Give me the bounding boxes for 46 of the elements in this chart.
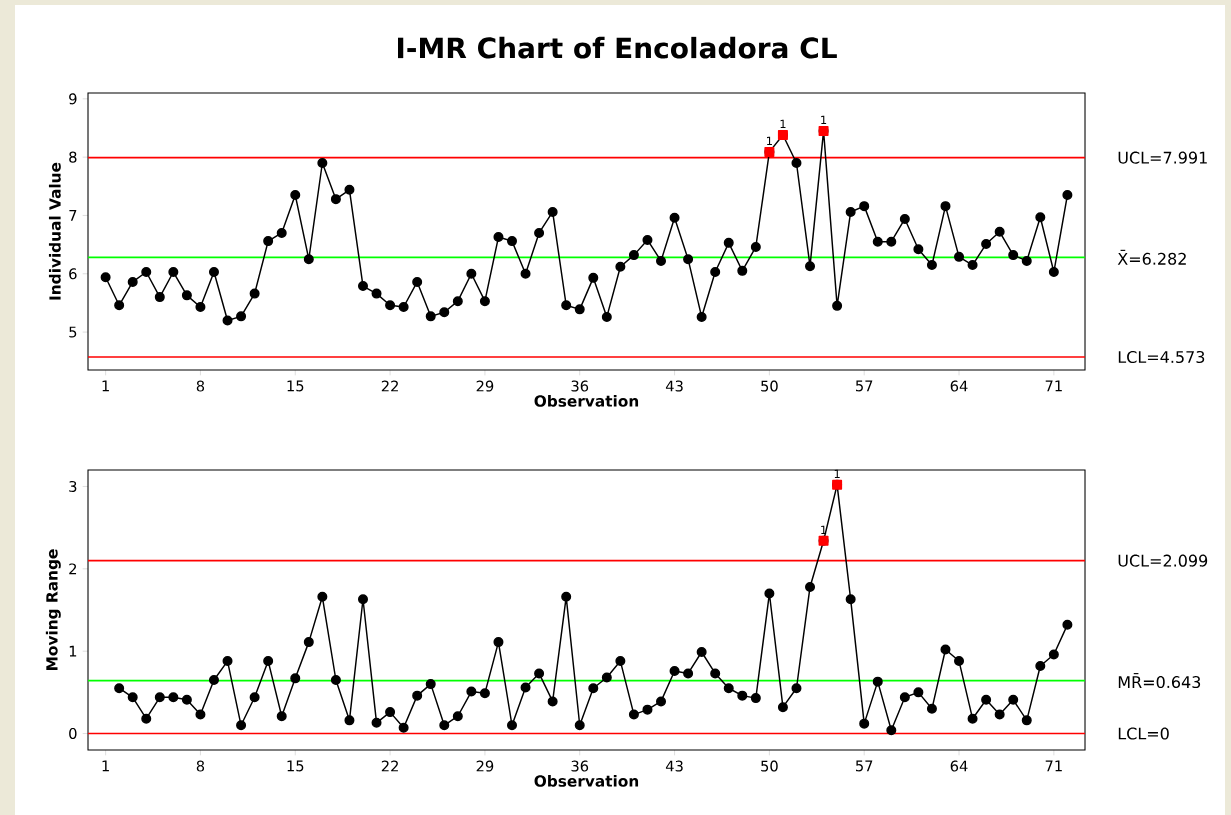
x-tick-label: 57 (856, 380, 873, 392)
ref-line-label: X̄=6.282 (1117, 249, 1186, 265)
ref-line-label: UCL=7.991 (1118, 151, 1207, 164)
x-tick-label: 43 (665, 380, 683, 392)
x-tick-label: 1 (102, 380, 109, 392)
x-tick-label: 8 (196, 380, 205, 392)
x-tick-label: 36 (571, 380, 589, 392)
x-tick-label: 50 (761, 380, 778, 392)
annotation: 1 (821, 115, 827, 124)
y-tick-label: 5 (69, 326, 77, 338)
ref-line-label: UCL=2.099 (1118, 554, 1208, 567)
annotation: 1 (767, 136, 772, 145)
x-tick-label: 22 (381, 380, 398, 392)
y-tick-label: 9 (69, 93, 77, 105)
x-tick-label: 64 (950, 380, 968, 392)
x-tick-label: 71 (1045, 380, 1062, 392)
x-tick-label: 71 (1045, 760, 1062, 772)
ref-line-label: LCL=4.573 (1118, 350, 1205, 364)
x-tick-label: 15 (287, 760, 304, 772)
y-tick-label: 7 (69, 210, 77, 221)
x-tick-label: 50 (761, 760, 778, 772)
y-tick-label: 1 (69, 645, 77, 657)
y-tick-label: 2 (69, 563, 77, 575)
x-tick-label: 8 (196, 760, 205, 772)
x-tick-label: 57 (856, 760, 873, 772)
ref-line-label: MR̄=0.643 (1118, 673, 1201, 689)
x-tick-label: 29 (476, 760, 494, 772)
x-tick-label: 22 (381, 760, 398, 772)
x-tick-label: 15 (287, 380, 304, 392)
x-tick-label: 1 (102, 760, 109, 772)
chart-title: I-MR Chart of Encoladora CL (397, 36, 837, 59)
x-axis-title: Observation (534, 774, 639, 787)
ref-line-label: LCL=0 (1118, 727, 1169, 740)
y-tick-label: 8 (69, 151, 77, 163)
y-tick-label: 6 (69, 268, 77, 280)
x-tick-label: 64 (950, 760, 968, 772)
annotation: 1 (834, 469, 840, 478)
x-tick-label: 29 (476, 380, 494, 392)
x-tick-label: 36 (571, 760, 589, 772)
x-tick-label: 43 (665, 760, 683, 772)
y-tick-label: 0 (69, 727, 77, 740)
x-axis-title: Observation (534, 394, 639, 407)
y-axis-title: Individual Value (48, 162, 61, 300)
y-tick-label: 3 (69, 480, 77, 493)
y-axis-title: Moving Range (45, 549, 61, 670)
annotation: 1 (780, 119, 786, 129)
